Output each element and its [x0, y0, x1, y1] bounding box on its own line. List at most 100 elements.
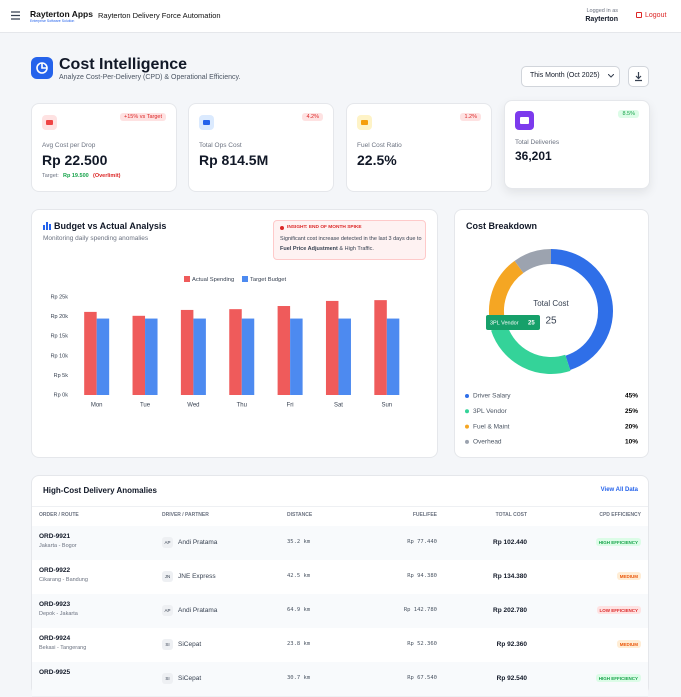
- legend-value: 25%: [625, 408, 638, 415]
- column-header: ORDER / ROUTE: [39, 512, 79, 518]
- kpi-note-status: (Overlimit): [93, 173, 121, 179]
- x-tick-label: Thu: [237, 403, 247, 409]
- legend-label: Actual Spending: [192, 277, 234, 283]
- y-tick-label: Rp 10k: [51, 353, 69, 359]
- kpi-value: Rp 814.5M: [199, 152, 269, 168]
- order-id: ORD-9921: [39, 533, 71, 540]
- insight-dot: [280, 226, 284, 230]
- kpi-icon-glyph: [46, 120, 53, 125]
- route: Cikarang - Bandung: [39, 577, 88, 583]
- order-id: ORD-9925: [39, 669, 71, 676]
- period-select[interactable]: [521, 66, 620, 87]
- user-name: Rayterton: [585, 16, 618, 23]
- distance: 64.9 km: [287, 607, 311, 613]
- donut-segment: [514, 249, 552, 274]
- bar: [229, 309, 242, 395]
- driver-name: SiCepat: [178, 641, 202, 648]
- view-all-link[interactable]: View All Data: [600, 487, 638, 493]
- y-tick-label: Rp 15k: [51, 334, 69, 340]
- bar: [193, 318, 206, 395]
- x-tick-label: Mon: [91, 403, 103, 409]
- bar: [325, 300, 339, 395]
- app-title: Rayterton Delivery Force Automation: [98, 11, 221, 20]
- kpi-badge: 1.2%: [460, 113, 481, 121]
- kpi-label: Total Ops Cost: [199, 142, 242, 149]
- driver-avatar: AP: [162, 605, 173, 616]
- total-cost: Rp 202.780: [493, 607, 527, 614]
- legend-label: Fuel & Maint: [473, 423, 510, 430]
- donut-chart: Driver Salary 45% 3PL Vendor 25% Fuel & Main…: [465, 249, 638, 446]
- legend-dot: [465, 424, 469, 429]
- driver-avatar: JN: [162, 571, 173, 582]
- distance: 42.5 km: [287, 573, 311, 579]
- efficiency-badge: MEDIUM: [616, 640, 641, 648]
- bar: [241, 318, 255, 395]
- legend-swatch: [184, 276, 190, 282]
- kpi-badge: 8.5%: [618, 110, 639, 118]
- y-tick-label: Rp 0k: [54, 392, 69, 398]
- legend-dot: [465, 394, 469, 398]
- header: [0, 0, 681, 33]
- title-icon: [31, 57, 53, 79]
- kpi-label: Avg Cost per Drop: [42, 142, 96, 149]
- distance: 30.7 km: [287, 675, 311, 681]
- x-tick-label: Sun: [381, 403, 392, 409]
- order-id: ORD-9924: [39, 635, 71, 642]
- logged-label: Logged in as: [586, 8, 619, 14]
- route: Depok - Jakarta: [39, 611, 78, 617]
- y-tick-label: Rp 25k: [51, 294, 69, 300]
- fuel-fee: Rp 52.360: [407, 641, 437, 647]
- x-tick-label: Sat: [334, 403, 343, 409]
- legend-swatch: [242, 276, 248, 282]
- bar: [145, 318, 158, 395]
- legend-dot: [465, 409, 469, 414]
- x-tick-label: Tue: [140, 403, 151, 409]
- legend-dot: [465, 439, 469, 444]
- kpi-label: Total Deliveries: [515, 139, 560, 146]
- bar: [96, 318, 110, 395]
- download-button[interactable]: [628, 66, 649, 87]
- total-cost: Rp 92.540: [496, 675, 527, 682]
- chart-title: Budget vs Actual Analysis: [54, 221, 167, 231]
- title-icon-glyph: [36, 62, 48, 74]
- x-tick-label: Fri: [287, 403, 294, 409]
- bar: [132, 315, 146, 395]
- efficiency-badge: HIGH EFFICIENCY: [595, 674, 641, 682]
- table-title: High-Cost Delivery Anomalies: [43, 486, 157, 495]
- efficiency-badge: LOW EFFICIENCY: [596, 606, 641, 614]
- table-row: [32, 628, 648, 663]
- driver-name: Andi Pratama: [178, 607, 218, 614]
- total-cost: Rp 102.440: [493, 539, 527, 546]
- driver-avatar: SI: [162, 639, 173, 650]
- table-header-row: [32, 506, 648, 527]
- fuel-fee: Rp 67.540: [407, 675, 437, 681]
- center-label: Total Cost: [533, 299, 569, 308]
- distance: 23.8 km: [287, 641, 311, 647]
- center-value: 25: [545, 316, 557, 327]
- chart-subtitle: Monitoring daily spending anomalies: [43, 235, 149, 242]
- menu-icon[interactable]: [11, 11, 21, 20]
- logout[interactable]: Logout: [645, 12, 667, 19]
- kpi-icon-glyph: [361, 120, 368, 125]
- fuel-fee: Rp 94.380: [407, 573, 437, 579]
- x-tick-label: Wed: [187, 403, 199, 409]
- period-text: This Month (Oct 2025): [530, 72, 600, 79]
- insight-text: Significant cost increase detected in th…: [280, 236, 422, 242]
- kpi-badge: 4.2%: [302, 113, 323, 121]
- y-tick-label: Rp 5k: [54, 373, 69, 379]
- driver-name: SiCepat: [178, 675, 202, 682]
- chart-icon: [43, 222, 51, 230]
- column-header: CPD EFFICIENCY: [599, 512, 641, 518]
- breakdown-title: Cost Breakdown: [466, 221, 538, 231]
- column-header: DRIVER / PARTNER: [162, 512, 209, 518]
- total-cost: Rp 92.360: [496, 641, 527, 648]
- bar: [84, 311, 97, 395]
- driver-avatar: AP: [162, 537, 173, 548]
- column-header: FUEL/FEE: [412, 512, 437, 518]
- legend-value: 20%: [625, 423, 638, 430]
- bar-chart: Rp 0k Rp 5k Rp 10k Rp 15k Rp 20k Rp 25k Actual…: [51, 276, 400, 409]
- bar: [180, 309, 194, 395]
- insight-tail: & High Traffic.: [339, 245, 374, 252]
- bar: [338, 318, 351, 395]
